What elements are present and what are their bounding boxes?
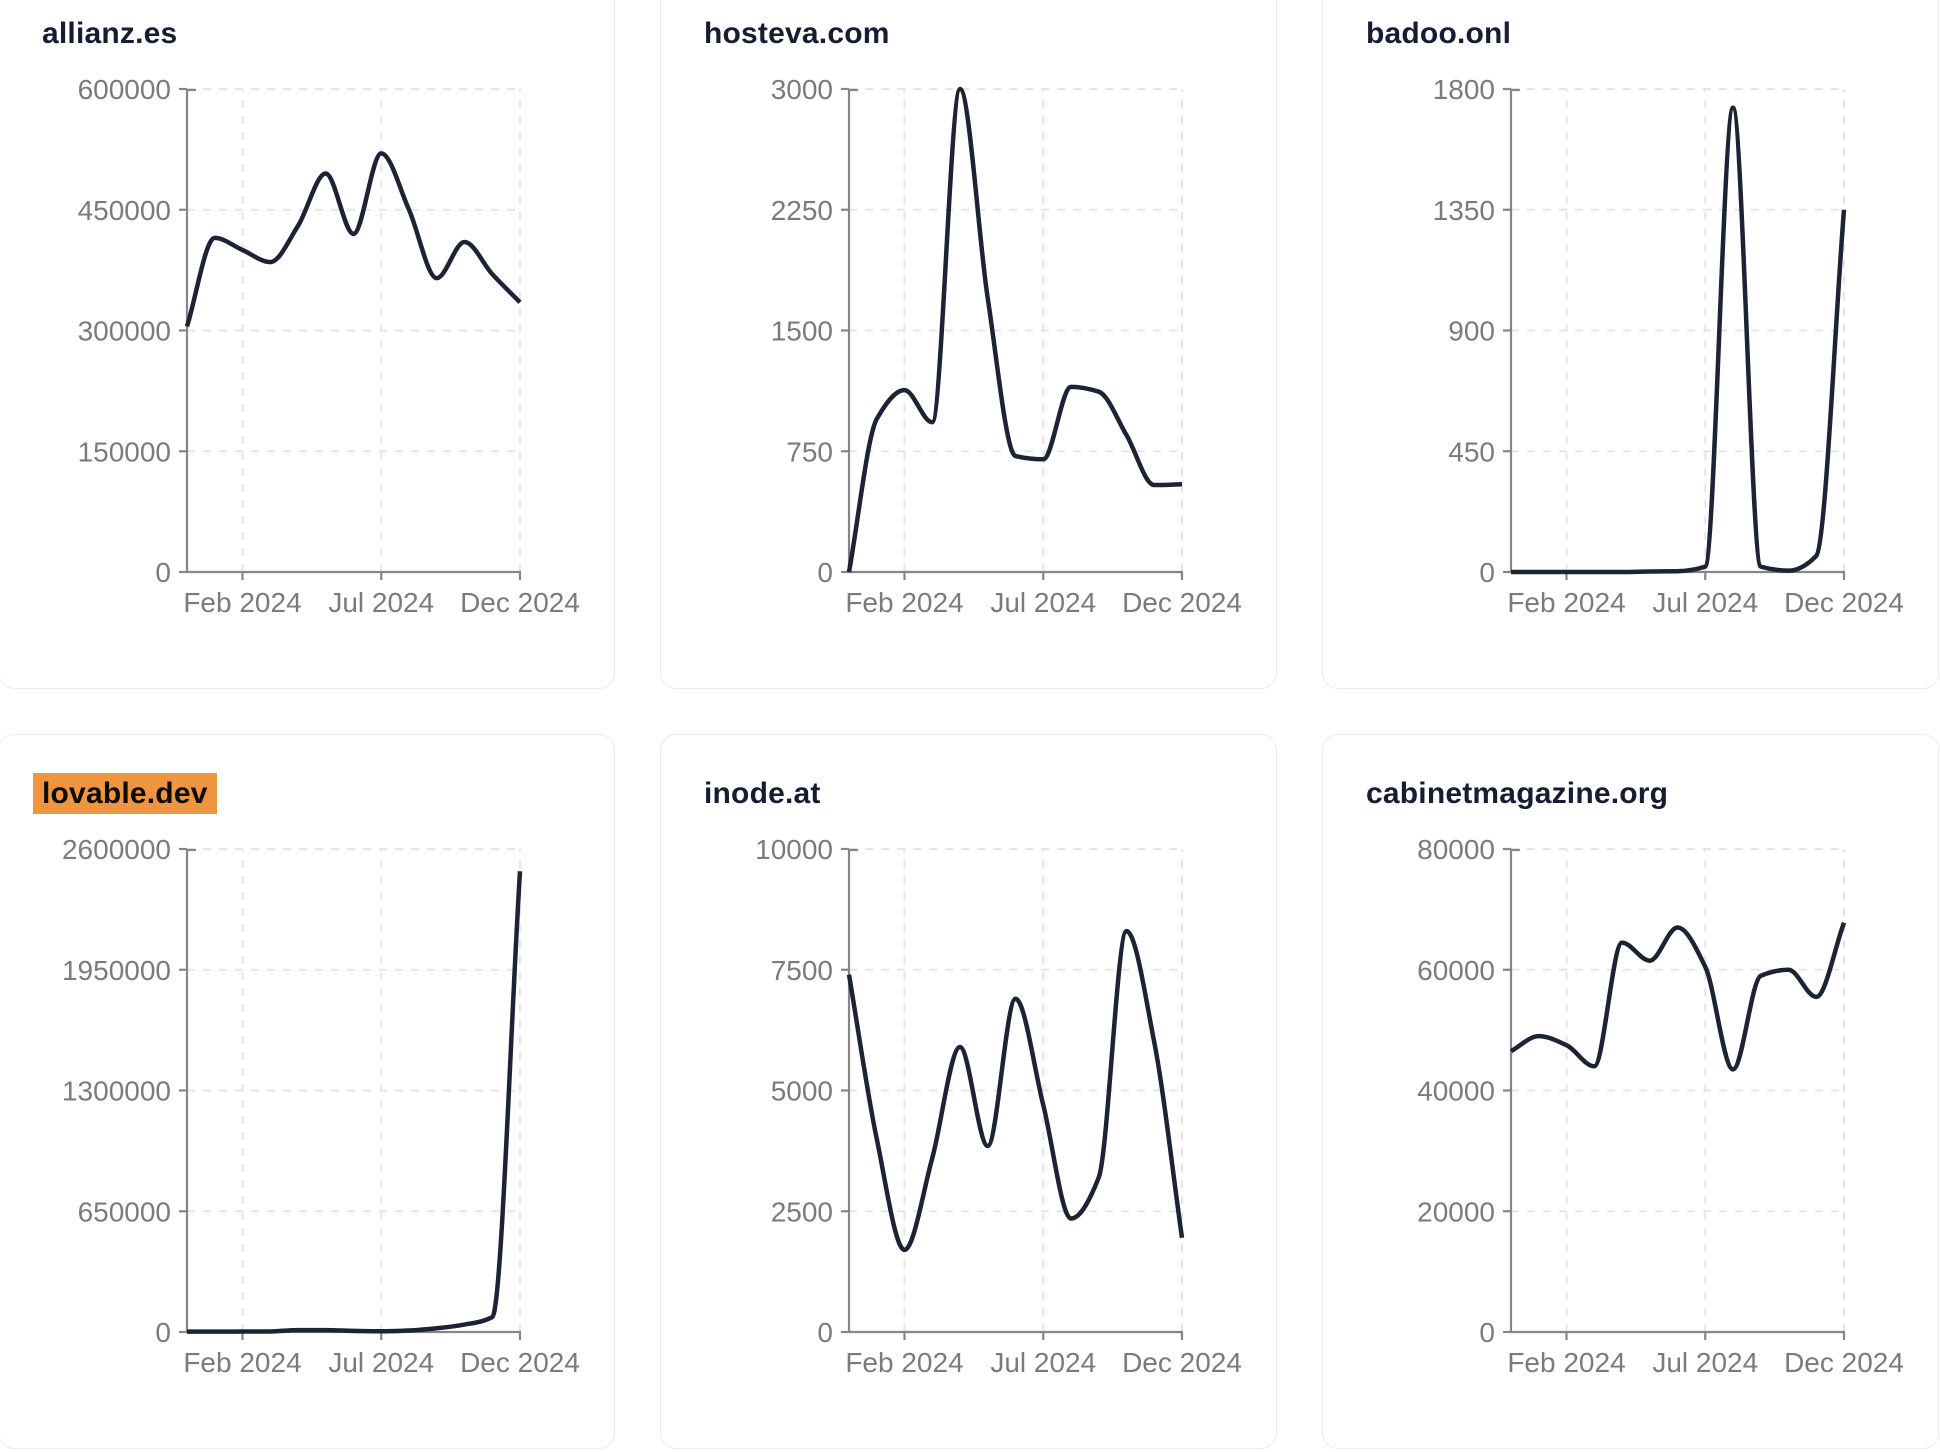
chart-title: lovable.dev — [33, 773, 217, 814]
chart-title-text: lovable.dev — [33, 773, 217, 814]
gridlines — [187, 88, 521, 572]
chart-title-text: badoo.onl — [1366, 17, 1512, 50]
chart-card-inode: inode.at 0 2500 5000 7500 10000 Feb 2024 Jul 2… — [660, 734, 1277, 1449]
x-tick-label: Dec 2024 — [1784, 1347, 1904, 1378]
y-tick-label: 450 — [1448, 436, 1495, 467]
y-tick-label: 0 — [817, 557, 833, 588]
y-tick-label: 450000 — [78, 195, 171, 226]
y-tick-label: 300000 — [78, 316, 171, 347]
x-tick-label: Feb 2024 — [1507, 1347, 1625, 1378]
y-tick-label: 80000 — [1417, 834, 1495, 865]
y-tick-label: 1500 — [771, 316, 833, 347]
y-tick-label: 1350 — [1433, 195, 1495, 226]
chart-title-text: cabinetmagazine.org — [1366, 777, 1669, 810]
x-tick-label: Dec 2024 — [1784, 587, 1904, 618]
x-tick-label: Feb 2024 — [845, 1347, 963, 1378]
y-tick-label: 2500 — [771, 1196, 833, 1227]
chart-card-hosteva: hosteva.com 0 750 1500 2250 3000 Feb 2024 Jul … — [660, 0, 1277, 689]
tick-labels: 0 450 900 1350 1800 Feb 2024 Jul 2024 Dec 2024 — [1433, 74, 1904, 618]
x-tick-label: Jul 2024 — [328, 1347, 434, 1378]
chart-title-text: hosteva.com — [704, 17, 890, 50]
y-tick-label: 600000 — [78, 74, 171, 105]
chart-title: cabinetmagazine.org — [1366, 777, 1668, 811]
gridlines — [1511, 848, 1845, 1332]
gridlines — [187, 848, 521, 1332]
y-tick-label: 40000 — [1417, 1076, 1495, 1107]
x-tick-label: Jul 2024 — [328, 587, 434, 618]
tick-labels: 0 750 1500 2250 3000 Feb 2024 Jul 2024 Dec 2024 — [771, 74, 1242, 618]
chart-title-text: allianz.es — [42, 17, 178, 50]
y-tick-label: 1800 — [1433, 74, 1495, 105]
chart-title: inode.at — [704, 777, 821, 811]
tick-labels: 0 150000 300000 450000 600000 Feb 2024 Jul 202… — [78, 74, 580, 618]
axes — [1503, 87, 1846, 580]
line-chart-svg: 0 750 1500 2250 3000 Feb 2024 Jul 2024 Dec 2024 — [771, 74, 1242, 618]
series-line — [1509, 921, 1847, 1072]
y-tick-label: 1950000 — [62, 955, 171, 986]
y-tick-label: 2600000 — [62, 834, 171, 865]
y-tick-label: 3000 — [771, 74, 833, 105]
chart-card-allianz: allianz.es 0 150000 300000 450000 600000 Feb … — [0, 0, 615, 689]
y-tick-label: 5000 — [771, 1076, 833, 1107]
line-chart-svg: 0 450 900 1350 1800 Feb 2024 Jul 2024 Dec 2024 — [1433, 74, 1904, 618]
x-tick-label: Dec 2024 — [460, 587, 580, 618]
tick-labels: 0 20000 40000 60000 80000 Feb 2024 Jul 2024 Dec… — [1417, 834, 1904, 1378]
chart-title: hosteva.com — [704, 17, 890, 51]
y-tick-label: 900 — [1448, 316, 1495, 347]
y-tick-label: 7500 — [771, 955, 833, 986]
y-tick-label: 750 — [786, 436, 833, 467]
chart-card-cabinetmagazine: cabinetmagazine.org 0 20000 40000 60000 8000… — [1322, 734, 1939, 1449]
y-tick-label: 2250 — [771, 195, 833, 226]
axes — [841, 87, 1184, 580]
y-tick-label: 0 — [155, 1317, 171, 1348]
y-tick-label: 150000 — [78, 436, 171, 467]
chart-title: badoo.onl — [1366, 17, 1511, 51]
gridlines — [849, 848, 1183, 1332]
x-tick-label: Dec 2024 — [1122, 587, 1242, 618]
y-tick-label: 60000 — [1417, 955, 1495, 986]
line-chart-svg: 0 150000 300000 450000 600000 Feb 2024 Jul 202… — [78, 74, 580, 618]
x-tick-label: Jul 2024 — [1652, 1347, 1758, 1378]
y-tick-label: 0 — [1479, 1317, 1495, 1348]
y-tick-label: 0 — [155, 557, 171, 588]
x-tick-label: Dec 2024 — [460, 1347, 580, 1378]
y-tick-label: 0 — [1479, 557, 1495, 588]
chart-card-lovable: lovable.dev 0 650000 1300000 1950000 2600000… — [0, 734, 615, 1449]
y-tick-label: 10000 — [755, 834, 833, 865]
tick-labels: 0 2500 5000 7500 10000 Feb 2024 Jul 2024 Dec 20… — [755, 834, 1242, 1378]
series-line — [846, 928, 1185, 1253]
x-tick-label: Feb 2024 — [183, 1347, 301, 1378]
x-tick-label: Feb 2024 — [183, 587, 301, 618]
x-tick-label: Jul 2024 — [990, 587, 1096, 618]
y-tick-label: 20000 — [1417, 1196, 1495, 1227]
x-tick-label: Feb 2024 — [845, 587, 963, 618]
y-tick-label: 650000 — [78, 1196, 171, 1227]
x-tick-label: Dec 2024 — [1122, 1347, 1242, 1378]
line-chart-svg: 0 2500 5000 7500 10000 Feb 2024 Jul 2024 Dec 20… — [755, 834, 1242, 1378]
x-tick-label: Jul 2024 — [1652, 587, 1758, 618]
tick-labels: 0 650000 1300000 1950000 2600000 Feb 2024 Jul … — [62, 834, 580, 1378]
y-tick-label: 0 — [817, 1317, 833, 1348]
series-line — [846, 86, 1183, 573]
x-tick-label: Feb 2024 — [1507, 587, 1625, 618]
series-line — [186, 871, 523, 1334]
series-line — [1510, 105, 1847, 575]
gridlines — [1511, 88, 1845, 572]
series-line — [184, 151, 522, 328]
chart-card-badoo: badoo.onl 0 450 900 1350 1800 Feb 2024 Jul 202… — [1322, 0, 1939, 689]
chart-title: allianz.es — [42, 17, 177, 51]
line-chart-svg: 0 650000 1300000 1950000 2600000 Feb 2024 Jul … — [62, 834, 580, 1378]
gridlines — [849, 88, 1183, 572]
chart-title-text: inode.at — [704, 777, 821, 810]
y-tick-label: 1300000 — [62, 1076, 171, 1107]
axes — [841, 847, 1184, 1340]
axes — [1503, 847, 1846, 1340]
axes — [179, 847, 522, 1340]
axes — [179, 87, 522, 580]
line-chart-svg: 0 20000 40000 60000 80000 Feb 2024 Jul 2024 Dec… — [1417, 834, 1904, 1378]
x-tick-label: Jul 2024 — [990, 1347, 1096, 1378]
